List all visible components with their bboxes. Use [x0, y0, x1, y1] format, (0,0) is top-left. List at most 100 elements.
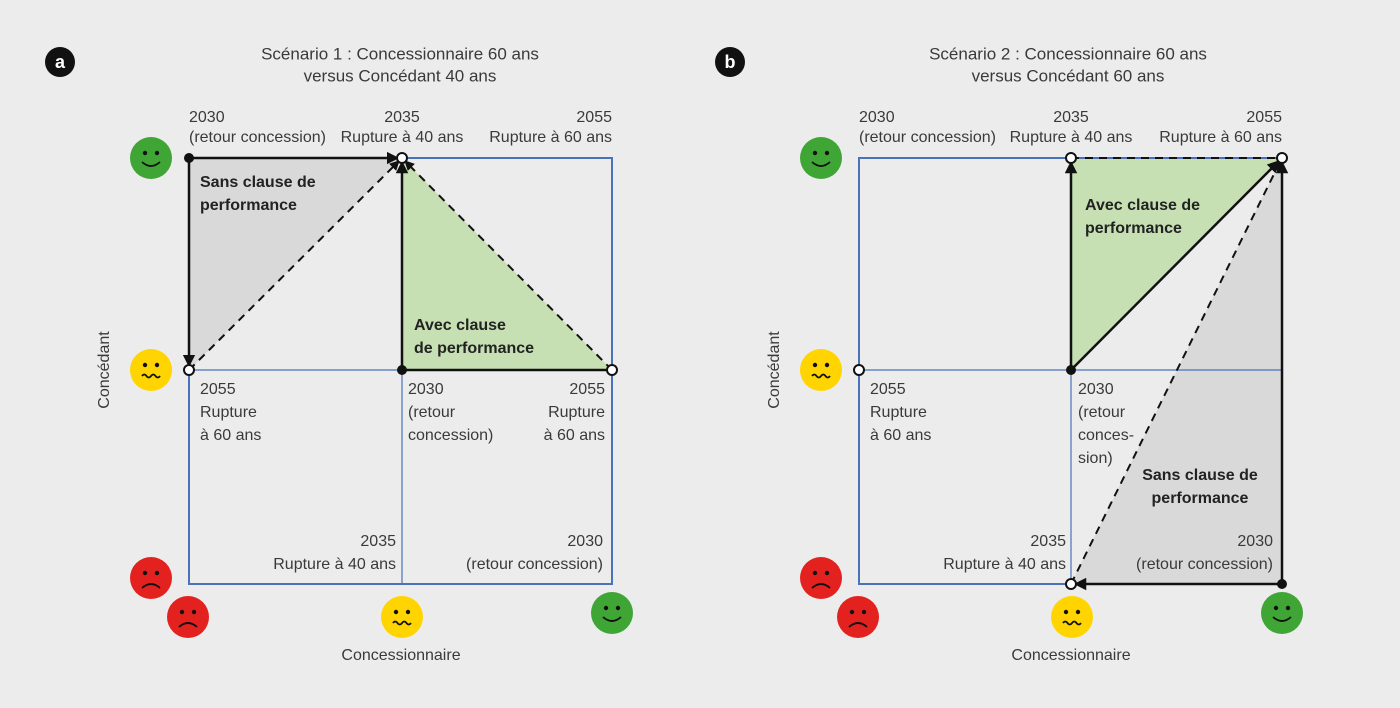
node-label: 2055: [200, 381, 236, 398]
panel-title: versus Concédant 40 ans: [304, 66, 497, 85]
node-label: à 60 ans: [870, 427, 931, 444]
point: [1277, 579, 1287, 589]
badge: [715, 47, 745, 77]
smiley-eye: [154, 150, 160, 156]
smiley: [381, 596, 423, 638]
node-label: 2035: [1053, 109, 1089, 126]
smiley: [130, 137, 172, 179]
region-label: de performance: [414, 340, 534, 357]
badge: [45, 47, 75, 77]
node-label: Rupture: [548, 404, 605, 421]
smiley-face: [130, 137, 172, 179]
smiley-eye: [824, 150, 830, 156]
smiley-mouth: [811, 161, 831, 167]
axis-label: Concédant: [766, 331, 783, 409]
region-label: Sans clause de: [200, 174, 316, 191]
node-label: 2055: [576, 109, 612, 126]
node-label: (retour concession): [466, 556, 603, 573]
axis-label: Concédant: [96, 331, 113, 409]
smiley-face: [837, 596, 879, 638]
smiley-face: [381, 596, 423, 638]
node-label: 2055: [870, 381, 906, 398]
region-label: performance: [1085, 220, 1182, 237]
smiley-mouth: [1272, 616, 1292, 622]
panel-title: Scénario 2 : Concessionnaire 60 ans: [929, 44, 1207, 63]
node-label: Rupture à 40 ans: [943, 556, 1066, 573]
smiley-eye: [849, 609, 855, 615]
node-label: 2055: [569, 381, 605, 398]
smiley: [800, 349, 842, 391]
node-label: 2035: [384, 109, 420, 126]
smiley-eye: [1273, 605, 1279, 611]
smiley-mouth: [178, 622, 198, 628]
node-label: (retour concession): [1136, 556, 1273, 573]
smiley-face: [591, 592, 633, 634]
point: [183, 364, 195, 376]
point: [396, 152, 408, 164]
node-label: 2030: [189, 109, 225, 126]
smiley-eye: [405, 609, 411, 615]
smiley-mouth: [141, 161, 161, 167]
smiley: [167, 596, 209, 638]
smiley-eye: [393, 609, 399, 615]
smiley-face: [1051, 596, 1093, 638]
smiley-eye: [1063, 609, 1069, 615]
panel-title: versus Concédant 60 ans: [972, 66, 1165, 85]
smiley-eye: [142, 150, 148, 156]
node-label: Rupture à 60 ans: [1159, 129, 1282, 146]
smiley-face: [130, 349, 172, 391]
point: [184, 153, 194, 163]
node-label: 2035: [360, 533, 396, 550]
smiley-face: [130, 557, 172, 599]
smiley: [1051, 596, 1093, 638]
region-label: performance: [200, 197, 297, 214]
point: [1065, 152, 1077, 164]
smiley-eye: [812, 150, 818, 156]
node-label: à 60 ans: [200, 427, 261, 444]
smiley: [800, 557, 842, 599]
smiley-mouth: [602, 616, 622, 622]
node-label: Rupture à 40 ans: [1010, 129, 1133, 146]
smiley: [591, 592, 633, 634]
arrow: [1070, 161, 1281, 585]
smiley-face: [1261, 592, 1303, 634]
panel-b: [715, 47, 1289, 591]
smiley-eye: [191, 609, 197, 615]
smiley-mouth: [141, 583, 161, 589]
region-label: performance: [1152, 490, 1249, 507]
node-label: (retour concession): [859, 129, 996, 146]
point: [1276, 152, 1288, 164]
node-label: 2030: [859, 109, 895, 126]
node-label: sion): [1078, 450, 1113, 467]
node-label: 2035: [1030, 533, 1066, 550]
smiley-eye: [812, 570, 818, 576]
point: [1066, 365, 1076, 375]
smiley-eye: [154, 570, 160, 576]
smiley: [837, 596, 879, 638]
point: [397, 365, 407, 375]
smiley: [1261, 592, 1303, 634]
panel-a: [45, 47, 618, 585]
badge-label: b: [725, 52, 736, 72]
smiley: [130, 557, 172, 599]
smiley-mouth: [848, 622, 868, 628]
arrow: [1070, 160, 1280, 371]
point: [1065, 578, 1077, 590]
node-label: (retour: [408, 404, 456, 421]
node-label: 2055: [1246, 109, 1282, 126]
region-label: Avec clause de: [1085, 197, 1200, 214]
node-label: Rupture à 40 ans: [273, 556, 396, 573]
smiley-face: [167, 596, 209, 638]
smiley-eye: [179, 609, 185, 615]
point: [606, 364, 618, 376]
smiley-eye: [615, 605, 621, 611]
arrow: [404, 160, 613, 371]
smiley-mouth: [1062, 620, 1082, 626]
smiley-eye: [142, 570, 148, 576]
smiley-eye: [1285, 605, 1291, 611]
smiley-eye: [824, 362, 830, 368]
smiley-mouth: [811, 583, 831, 589]
node-label: conces-: [1078, 427, 1134, 444]
node-label: Rupture: [870, 404, 927, 421]
